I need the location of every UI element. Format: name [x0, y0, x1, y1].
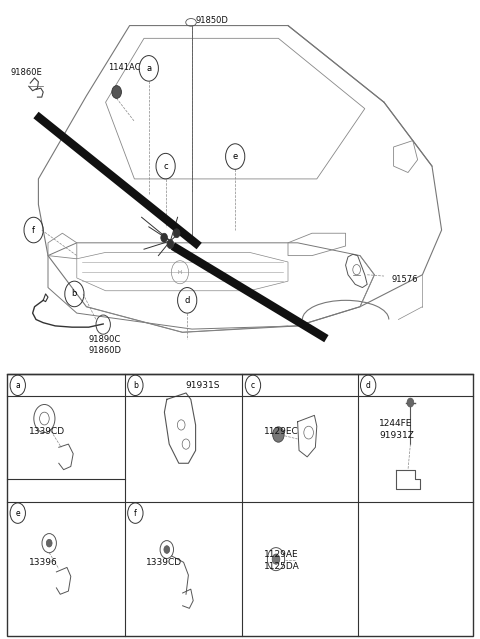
- Circle shape: [273, 427, 284, 442]
- Text: 13396: 13396: [29, 558, 58, 567]
- Circle shape: [112, 86, 121, 98]
- Text: 1125DA: 1125DA: [264, 562, 300, 571]
- Text: H: H: [178, 270, 182, 275]
- Text: 91931S: 91931S: [186, 381, 220, 390]
- Text: 1129EC: 1129EC: [264, 427, 299, 436]
- Text: f: f: [134, 509, 137, 518]
- Circle shape: [167, 240, 174, 249]
- Text: a: a: [15, 381, 20, 390]
- Text: 91850D: 91850D: [196, 16, 228, 25]
- Text: f: f: [32, 226, 35, 235]
- Text: c: c: [163, 162, 168, 171]
- Text: d: d: [184, 296, 190, 305]
- Circle shape: [46, 539, 52, 547]
- Text: 91576: 91576: [391, 275, 418, 284]
- Text: 1244FE: 1244FE: [379, 419, 413, 428]
- Bar: [7, 374, 473, 636]
- Text: 1129AE: 1129AE: [264, 550, 299, 559]
- Circle shape: [407, 398, 414, 407]
- Text: 91890C: 91890C: [89, 335, 121, 344]
- Text: e: e: [15, 509, 20, 518]
- Text: 1339CD: 1339CD: [146, 558, 182, 567]
- Text: 1339CD: 1339CD: [29, 427, 65, 436]
- Text: c: c: [251, 381, 255, 390]
- Text: b: b: [72, 289, 77, 298]
- Text: b: b: [133, 381, 138, 390]
- Text: 91860E: 91860E: [11, 68, 42, 77]
- Text: 91860D: 91860D: [89, 346, 122, 355]
- Text: e: e: [233, 152, 238, 161]
- Circle shape: [161, 233, 168, 242]
- Text: d: d: [366, 381, 371, 390]
- Circle shape: [173, 229, 180, 238]
- Circle shape: [164, 546, 169, 553]
- Text: 1141AC: 1141AC: [108, 63, 141, 72]
- Text: 91931Z: 91931Z: [379, 431, 414, 440]
- Circle shape: [272, 554, 280, 564]
- Text: a: a: [146, 64, 151, 73]
